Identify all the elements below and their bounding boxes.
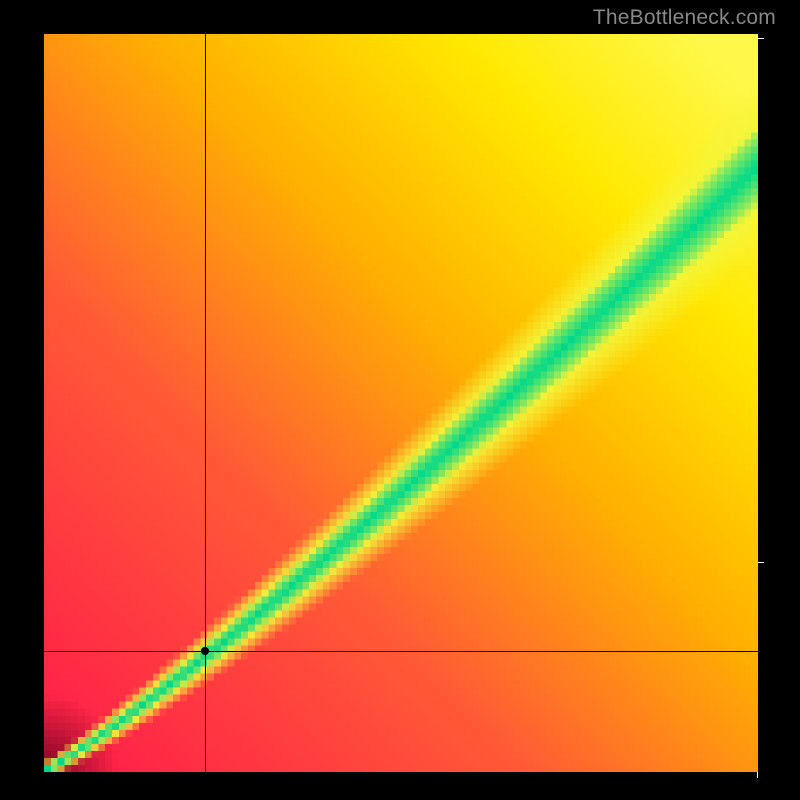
- axis-tick-right-2: [758, 562, 764, 563]
- selected-point-marker: [201, 647, 209, 655]
- crosshair-horizontal: [44, 651, 758, 652]
- axis-tick-bottom: [757, 772, 758, 778]
- watermark-text: TheBottleneck.com: [593, 6, 776, 30]
- axis-tick-right-1: [758, 38, 764, 39]
- crosshair-vertical: [205, 34, 206, 772]
- heatmap-canvas: [44, 34, 758, 772]
- bottleneck-heatmap: [44, 34, 758, 772]
